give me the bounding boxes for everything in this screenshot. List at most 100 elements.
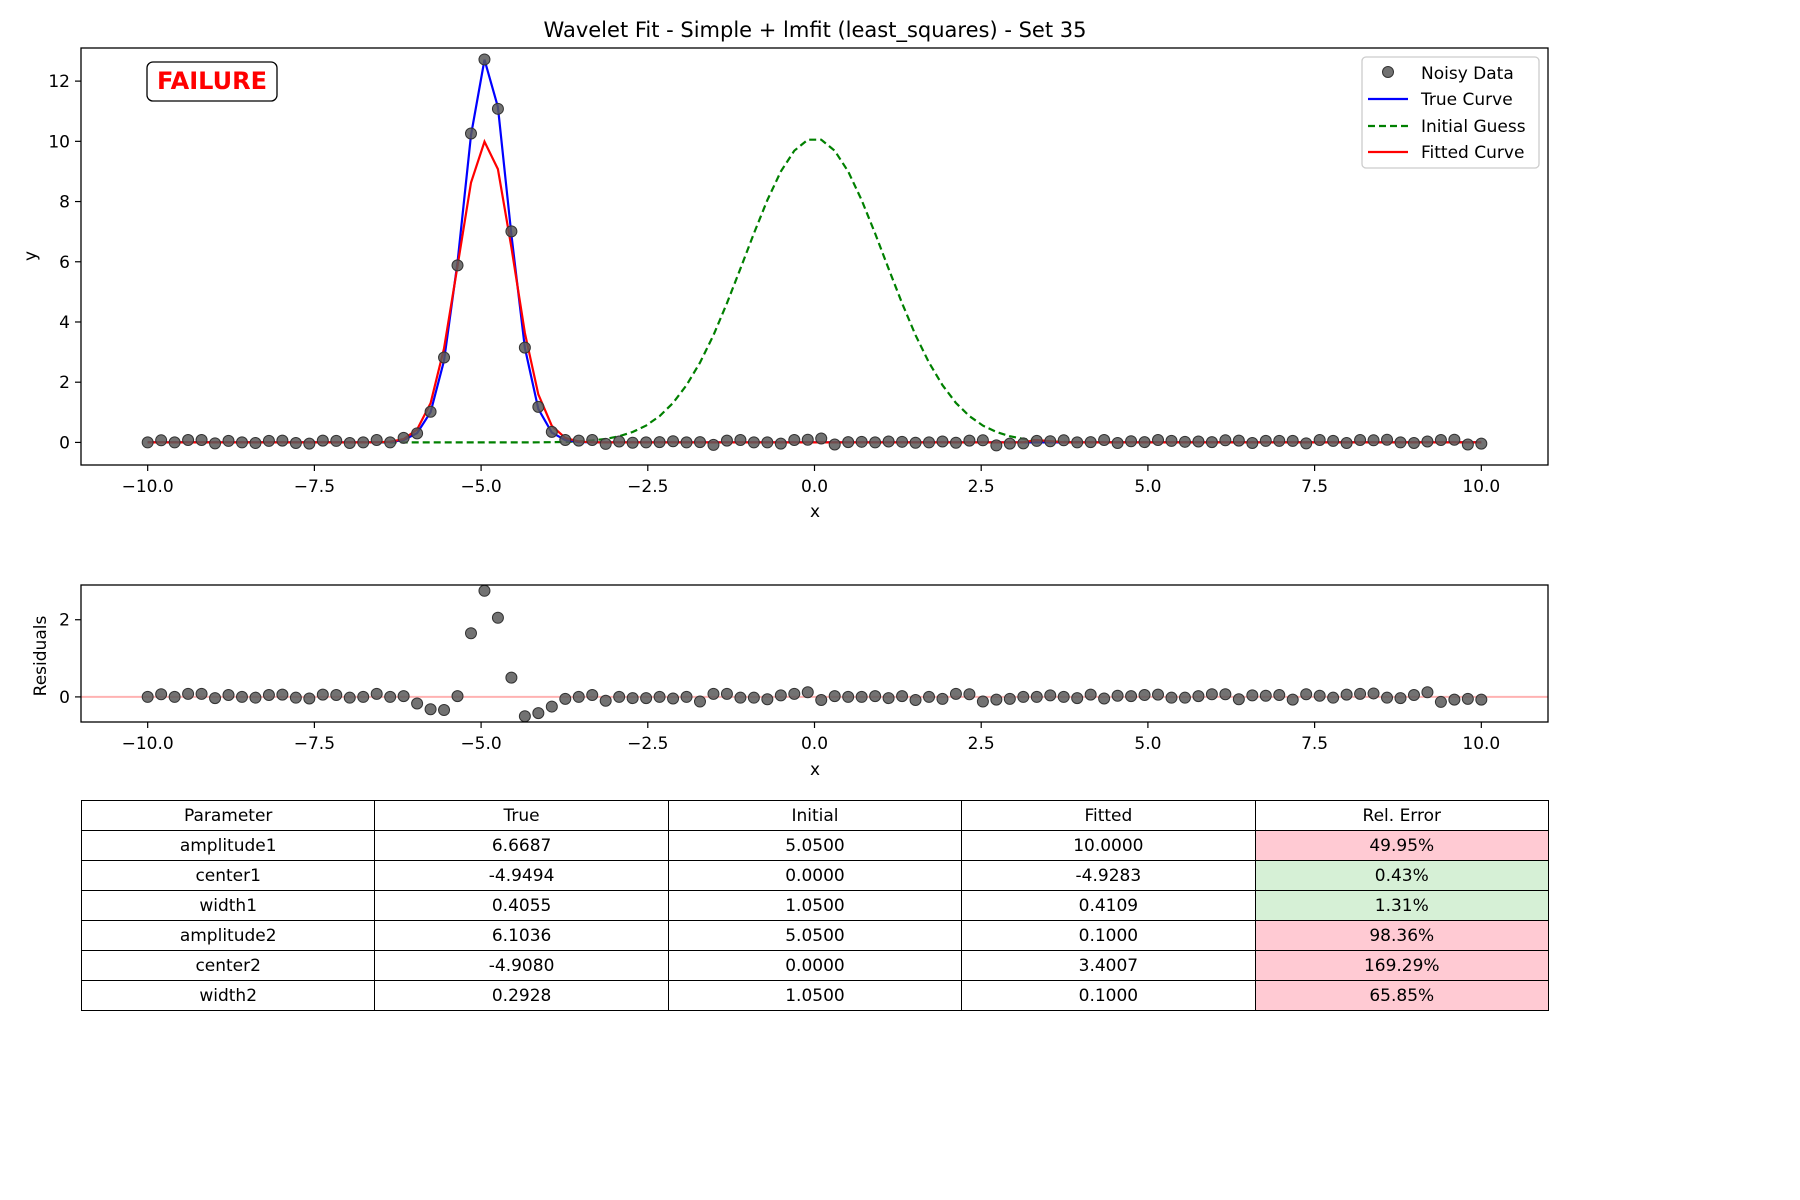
- cell-rel-error: 1.31%: [1254, 890, 1550, 921]
- legend-fitted-curve-label: Fitted Curve: [1421, 143, 1524, 163]
- cell-true: -4.9494: [374, 860, 669, 891]
- cell-initial: 1.0500: [667, 890, 963, 921]
- noisy-data-point: [693, 436, 706, 449]
- residual-point: [613, 690, 626, 703]
- fitted-curve-line: [147, 138, 1482, 444]
- table-row: amplitude2 6.1036 5.0500 0.1000 98.36%: [80, 920, 1550, 951]
- legend-noisy-data-marker: [1382, 66, 1394, 78]
- residual-point: [1057, 690, 1070, 703]
- noisy-data-point: [1057, 434, 1070, 447]
- cell-fitted: 3.4007: [961, 950, 1256, 981]
- residual-point: [505, 671, 518, 684]
- main-plot-series: [141, 53, 1488, 452]
- main-x-tick-label: 5.0: [1134, 477, 1161, 497]
- residual-point: [1394, 692, 1407, 705]
- noisy-data-point: [168, 436, 181, 449]
- header-parameter: Parameter: [80, 800, 376, 831]
- noisy-data-point: [1030, 434, 1043, 447]
- residual-point: [451, 690, 464, 703]
- noisy-data-point: [1044, 435, 1057, 448]
- noisy-data-point: [936, 435, 949, 448]
- status-badge-label: FAILURE: [157, 67, 267, 95]
- cell-rel-error: 169.29%: [1254, 950, 1550, 981]
- noisy-data-point: [1232, 434, 1245, 447]
- residual-point: [1340, 688, 1353, 701]
- residual-point: [896, 690, 909, 703]
- table-row: width2 0.2928 1.0500 0.1000 65.85%: [80, 980, 1550, 1011]
- noisy-data-point: [1125, 435, 1138, 448]
- noisy-data-point: [1461, 438, 1474, 451]
- residual-point: [923, 690, 936, 703]
- residual-point: [1017, 690, 1030, 703]
- residual-point: [209, 692, 222, 705]
- residual-point: [276, 688, 289, 701]
- residual-y-tick-label: 0: [59, 688, 70, 708]
- noisy-data-point: [720, 434, 733, 447]
- noisy-data-point: [222, 434, 235, 447]
- noisy-data-point: [343, 437, 356, 450]
- residual-point: [182, 687, 195, 700]
- residual-point: [815, 694, 828, 707]
- noisy-data-point: [626, 436, 639, 449]
- residual-point: [168, 690, 181, 703]
- legend: Noisy Data True Curve Initial Guess Fitt…: [1361, 56, 1540, 169]
- true-curve-line: [147, 59, 1482, 444]
- noisy-data-point: [384, 436, 397, 449]
- residual-point: [936, 692, 949, 705]
- residual-point: [141, 690, 154, 703]
- main-y-tick-label: 4: [59, 313, 70, 333]
- residual-point: [949, 687, 962, 700]
- main-y-tick-label: 10: [48, 132, 70, 152]
- noisy-data-point: [896, 435, 909, 448]
- residual-point: [1111, 689, 1124, 702]
- noisy-data-point: [1407, 437, 1420, 450]
- noisy-data-point: [1434, 434, 1447, 447]
- noisy-data-point: [1152, 434, 1165, 447]
- cell-fitted: -4.9283: [961, 860, 1256, 891]
- residual-point: [909, 694, 922, 707]
- main-x-tick-label: −2.5: [627, 477, 668, 497]
- main-x-tick-label: 2.5: [968, 477, 995, 497]
- cell-fitted: 0.1000: [961, 980, 1256, 1011]
- residual-point: [1205, 688, 1218, 701]
- residual-point: [1327, 691, 1340, 704]
- residual-point: [1084, 688, 1097, 701]
- residual-point: [869, 690, 882, 703]
- noisy-data-point: [1381, 433, 1394, 446]
- residual-point: [397, 690, 410, 703]
- noisy-data-point: [707, 438, 720, 451]
- residual-point: [316, 688, 329, 701]
- residual-point: [343, 691, 356, 704]
- residual-point: [545, 700, 558, 713]
- residual-x-tick-label: −7.5: [294, 734, 335, 754]
- main-x-tick-label: −10.0: [122, 477, 174, 497]
- residual-point: [1421, 686, 1434, 699]
- residual-point: [1273, 688, 1286, 701]
- main-x-tick-label: −5.0: [460, 477, 501, 497]
- noisy-data-point: [586, 434, 599, 447]
- residual-point: [370, 687, 383, 700]
- noisy-data-point: [1138, 436, 1151, 449]
- cell-initial: 5.0500: [667, 920, 963, 951]
- noisy-data-point: [990, 439, 1003, 452]
- residual-point: [262, 688, 275, 701]
- residual-point: [842, 690, 855, 703]
- noisy-data-point: [1394, 436, 1407, 449]
- noisy-data-point: [1219, 434, 1232, 447]
- noisy-data-point: [518, 341, 531, 354]
- residual-point: [586, 688, 599, 701]
- cell-initial: 1.0500: [667, 980, 963, 1011]
- residual-point: [1434, 695, 1447, 708]
- noisy-data-point: [424, 405, 437, 418]
- residual-point: [491, 611, 504, 624]
- residual-point: [720, 687, 733, 700]
- cell-true: 0.4055: [374, 890, 669, 921]
- cell-true: 0.2928: [374, 980, 669, 1011]
- noisy-data-point: [949, 436, 962, 449]
- noisy-data-point: [438, 351, 451, 364]
- noisy-data-point: [316, 434, 329, 447]
- residual-y-tick-label: 2: [59, 611, 70, 631]
- cell-rel-error: 98.36%: [1254, 920, 1550, 951]
- header-true: True: [374, 800, 669, 831]
- residual-point: [990, 693, 1003, 706]
